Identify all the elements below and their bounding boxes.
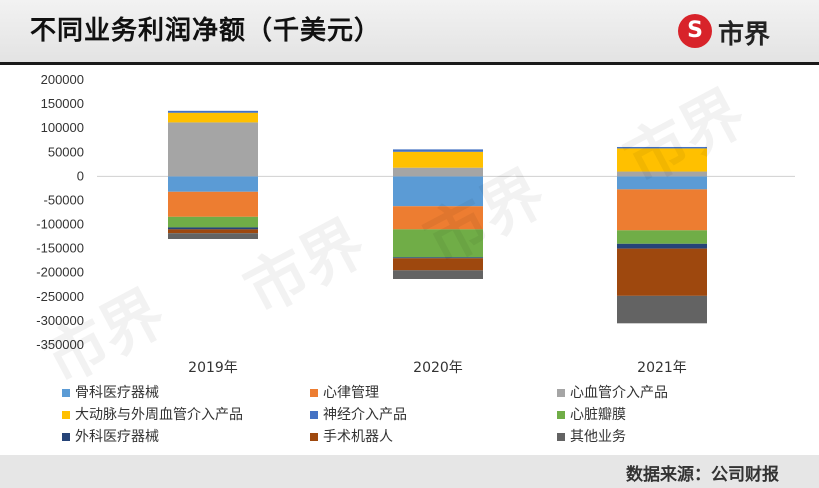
bar-segment <box>617 248 707 296</box>
y-tick-label: -350000 <box>36 337 84 352</box>
legend-item: 神经介入产品 <box>310 404 407 424</box>
logo-icon: S <box>678 14 712 48</box>
y-tick-label: 100000 <box>41 120 84 135</box>
legend-label: 外科医疗器械 <box>75 429 159 445</box>
bar-segment <box>617 146 707 149</box>
logo-text: 市界 <box>718 20 771 50</box>
legend-swatch <box>557 389 565 397</box>
bar-segment <box>168 112 258 123</box>
bar-segment <box>393 257 483 259</box>
legend-swatch <box>62 433 70 441</box>
x-tick-label: 2019年 <box>188 360 238 376</box>
legend-item: 心脏瓣膜 <box>557 404 626 424</box>
y-tick-label: -100000 <box>36 217 84 232</box>
y-tick-label: -250000 <box>36 289 84 304</box>
bar-segment <box>393 151 483 168</box>
bar-segment <box>393 229 483 258</box>
legend-label: 其他业务 <box>570 429 626 445</box>
y-tick-label: 150000 <box>41 96 84 111</box>
bar-segment <box>168 216 258 228</box>
y-tick-label: -200000 <box>36 265 84 280</box>
legend-item: 其他业务 <box>557 426 626 446</box>
bar-segment <box>617 295 707 324</box>
bar-segment <box>168 191 258 217</box>
bar-segment <box>617 230 707 244</box>
legend-item: 心律管理 <box>310 382 379 402</box>
y-tick-label: 50000 <box>48 144 84 159</box>
x-tick-label: 2021年 <box>637 360 687 376</box>
legend-label: 骨科医疗器械 <box>75 385 159 401</box>
legend-item: 大动脉与外周血管介入产品 <box>62 404 243 424</box>
legend-swatch <box>62 389 70 397</box>
bar-segment <box>168 110 258 113</box>
legend-label: 大动脉与外周血管介入产品 <box>75 407 243 423</box>
legend-label: 心脏瓣膜 <box>570 407 626 423</box>
legend-item: 手术机器人 <box>310 426 393 446</box>
legend-item: 骨科医疗器械 <box>62 382 159 402</box>
legend-label: 神经介入产品 <box>323 407 407 423</box>
footer-bar: 数据来源：公司财报 <box>0 455 819 488</box>
legend-swatch <box>310 433 318 441</box>
title-divider <box>0 62 819 65</box>
bar-segment <box>617 189 707 231</box>
legend-label: 手术机器人 <box>323 429 393 445</box>
stacked-bar-chart: 200000 150000 100000 50000 0 -50000 -100000 -15… <box>36 72 795 376</box>
legend-item: 外科医疗器械 <box>62 426 159 446</box>
title-banner: 不同业务利润净额（千美元） S 市界 <box>0 0 819 62</box>
page-title: 不同业务利润净额（千美元） <box>30 16 382 46</box>
bar-segment <box>617 171 707 177</box>
bar-segment <box>617 148 707 172</box>
legend-swatch <box>557 411 565 419</box>
bar-segment <box>168 229 258 234</box>
bar-segment <box>393 206 483 230</box>
bar-segment <box>168 122 258 177</box>
brand-logo: S 市界 <box>678 12 788 52</box>
legend-swatch <box>557 433 565 441</box>
bar-segment <box>617 176 707 190</box>
bar-segment <box>393 149 483 152</box>
x-tick-label: 2020年 <box>413 360 463 376</box>
legend-label: 心律管理 <box>323 385 379 401</box>
y-tick-label: -50000 <box>44 192 84 207</box>
bar-segment <box>393 258 483 271</box>
legend-label: 心血管介入产品 <box>570 385 668 401</box>
legend-swatch <box>310 389 318 397</box>
bar-segment <box>168 227 258 230</box>
y-tick-label: 0 <box>77 168 84 183</box>
bar-segment <box>393 167 483 177</box>
bar-segment <box>393 176 483 207</box>
y-tick-label: -150000 <box>36 241 84 256</box>
bar-segment <box>168 176 258 192</box>
bar-segment <box>393 270 483 279</box>
bar-segment <box>168 233 258 239</box>
source-note: 数据来源：公司财报 <box>626 465 779 485</box>
legend-swatch <box>310 411 318 419</box>
legend-item: 心血管介入产品 <box>557 382 668 402</box>
y-tick-label: 200000 <box>41 72 84 87</box>
y-tick-label: -300000 <box>36 313 84 328</box>
bar-segment <box>617 243 707 249</box>
legend-swatch <box>62 411 70 419</box>
